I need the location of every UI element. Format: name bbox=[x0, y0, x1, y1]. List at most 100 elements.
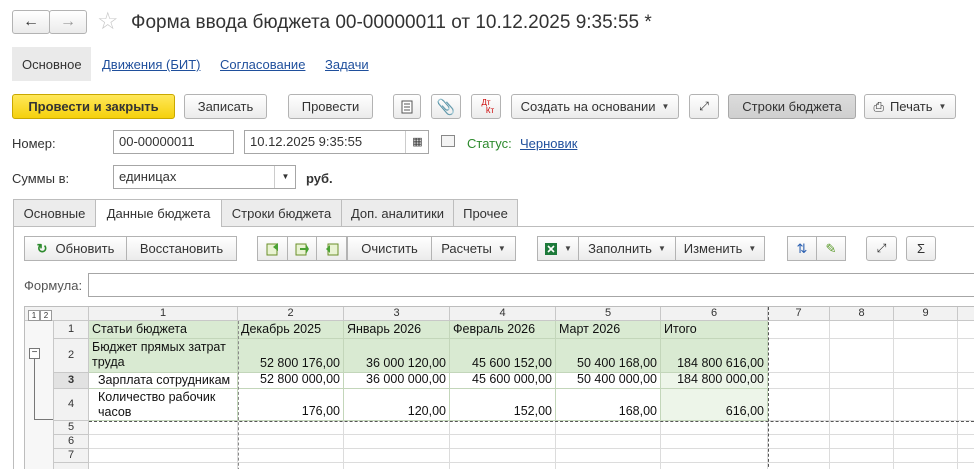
tab[interactable]: Доп. аналитики bbox=[341, 199, 454, 226]
icon-button[interactable] bbox=[316, 236, 347, 261]
sum-button[interactable]: Σ bbox=[906, 236, 936, 261]
print-area-border bbox=[768, 307, 769, 469]
excel-button[interactable]: ▼ bbox=[537, 236, 579, 261]
data-cell: Декабрь 2025 bbox=[238, 321, 344, 339]
currency-label: руб. bbox=[306, 171, 333, 186]
edit-button[interactable]: ✎ bbox=[816, 236, 846, 261]
grid-cell bbox=[894, 463, 958, 469]
data-cell: 184 800 000,00 bbox=[661, 373, 768, 389]
nav-link[interactable]: Согласование bbox=[220, 57, 306, 72]
refresh-icon: ↻ bbox=[36, 240, 48, 256]
grid-cell bbox=[238, 435, 344, 449]
grid-cell bbox=[894, 373, 958, 389]
forward-button[interactable]: → bbox=[49, 10, 87, 34]
create-based-button[interactable]: Создать на основании ▼ bbox=[511, 94, 679, 119]
back-button[interactable]: ← bbox=[12, 10, 50, 34]
post-close-button[interactable]: Провести и закрыть bbox=[12, 94, 175, 119]
data-cell: 52 800 000,00 bbox=[238, 373, 344, 389]
fill-button[interactable]: Заполнить ▼ bbox=[578, 236, 676, 261]
data-cell: Январь 2026 bbox=[344, 321, 450, 339]
grid-cell bbox=[556, 435, 661, 449]
nav-link[interactable]: Движения (БИТ) bbox=[102, 57, 201, 72]
outline-cell bbox=[25, 321, 53, 339]
cell-text: Бюджет прямых затрат труда bbox=[92, 340, 226, 369]
data-cell: Бюджет прямых затрат труда bbox=[89, 339, 238, 373]
grid-cell bbox=[958, 389, 974, 421]
sums-dropdown[interactable]: ▼ bbox=[274, 166, 296, 188]
formula-input[interactable] bbox=[88, 273, 974, 297]
change-button[interactable]: Изменить ▼ bbox=[675, 236, 765, 261]
column-header: 2 bbox=[238, 307, 344, 321]
expand-button[interactable]: ⤢ bbox=[866, 236, 897, 261]
print-button[interactable]: ⎙ Печать ▼ bbox=[864, 94, 956, 119]
attach-button[interactable]: 📎 bbox=[431, 94, 461, 119]
print-area-border bbox=[238, 321, 239, 469]
level-button[interactable]: 2 bbox=[40, 310, 52, 321]
column-header: 3 bbox=[344, 307, 450, 321]
grid-cell bbox=[768, 435, 830, 449]
dt-kt-button[interactable]: Дт Кт bbox=[471, 94, 501, 119]
print-area-border bbox=[89, 421, 974, 422]
tab-active[interactable]: Данные бюджета bbox=[95, 199, 222, 227]
row-header: 4 bbox=[53, 389, 89, 421]
number-input[interactable]: 00-00000011 bbox=[113, 130, 234, 154]
calendar-button[interactable]: ▦ bbox=[405, 131, 429, 153]
outline-collapse[interactable]: − bbox=[29, 348, 40, 359]
tab[interactable]: Строки бюджета bbox=[221, 199, 342, 226]
fullscreen-button[interactable]: ⤢ bbox=[689, 94, 719, 119]
grid-cell bbox=[768, 389, 830, 421]
favorite-star[interactable]: ☆ bbox=[97, 8, 119, 35]
write-button[interactable]: Записать bbox=[184, 94, 267, 119]
comment-icon[interactable] bbox=[441, 135, 455, 147]
create-based-label: Создать на основании bbox=[520, 99, 656, 114]
icon-button[interactable] bbox=[257, 236, 288, 261]
clear-button[interactable]: Очистить bbox=[347, 236, 432, 261]
data-cell: 50 400 000,00 bbox=[556, 373, 661, 389]
budget-lines-button[interactable]: Строки бюджета bbox=[728, 94, 856, 119]
data-cell: Количество рабочик часов bbox=[89, 389, 238, 421]
post-button[interactable]: Провести bbox=[288, 94, 373, 119]
cell-text: Март 2026 bbox=[559, 322, 621, 336]
restore-button[interactable]: Восстановить bbox=[126, 236, 237, 261]
data-cell: 36 000 120,00 bbox=[344, 339, 450, 373]
status-link[interactable]: Черновик bbox=[520, 136, 578, 151]
cell-text: Декабрь 2025 bbox=[241, 322, 322, 336]
grid-cell bbox=[556, 463, 661, 469]
report-button[interactable] bbox=[393, 94, 421, 119]
calc-label: Расчеты bbox=[441, 241, 492, 256]
cell-text: 36 000 120,00 bbox=[366, 356, 446, 370]
level-button[interactable]: 1 bbox=[28, 310, 40, 321]
cell-text: Статьи бюджета bbox=[92, 322, 187, 336]
outline-cell bbox=[25, 389, 53, 421]
grid-cell bbox=[958, 435, 974, 449]
grid-cell bbox=[830, 435, 894, 449]
data-cell: Статьи бюджета bbox=[89, 321, 238, 339]
column-header bbox=[958, 307, 974, 321]
grid-cell bbox=[238, 463, 344, 469]
grid-cell bbox=[89, 435, 238, 449]
cell-text: Зарплата сотрудникам bbox=[98, 373, 231, 387]
refresh-button[interactable]: ↻ Обновить bbox=[24, 236, 127, 261]
calc-button[interactable]: Расчеты ▼ bbox=[431, 236, 516, 261]
nav-item[interactable]: Основное bbox=[22, 57, 82, 72]
column-header: 4 bbox=[450, 307, 556, 321]
data-cell: 36 000 000,00 bbox=[344, 373, 450, 389]
grid-cell bbox=[958, 449, 974, 463]
tab[interactable]: Прочее bbox=[453, 199, 518, 226]
swap-button[interactable]: ⇅ bbox=[787, 236, 817, 261]
grid-cell bbox=[958, 321, 974, 339]
outline-cell bbox=[25, 373, 53, 389]
tab[interactable]: Основные bbox=[13, 199, 96, 226]
grid-cell bbox=[830, 463, 894, 469]
grid-cell bbox=[661, 421, 768, 435]
date-input[interactable]: 10.12.2025 9:35:55 bbox=[244, 130, 429, 154]
data-cell: 176,00 bbox=[238, 389, 344, 421]
row-header: 5 bbox=[53, 421, 89, 435]
nav-link[interactable]: Задачи bbox=[325, 57, 369, 72]
cell-text: 50 400 168,00 bbox=[577, 356, 657, 370]
formula-label: Формула: bbox=[24, 278, 83, 293]
sums-select[interactable]: единицах bbox=[113, 165, 296, 189]
cell-text: 168,00 bbox=[618, 404, 657, 418]
icon-button[interactable] bbox=[287, 236, 317, 261]
data-cell: 45 600 152,00 bbox=[450, 339, 556, 373]
